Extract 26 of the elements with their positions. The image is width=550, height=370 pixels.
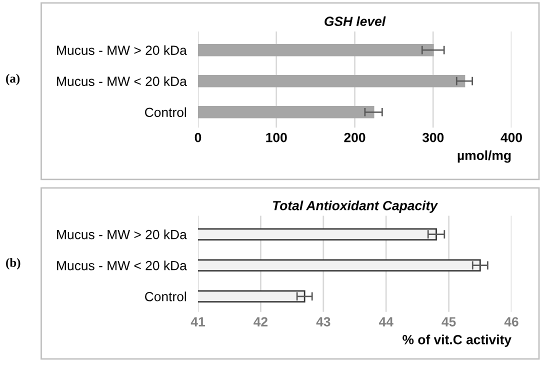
x-tick-label: 45 — [442, 317, 456, 326]
x-tick-label: 41 — [190, 317, 205, 326]
x-axis-title: % of vit.C activity — [402, 334, 512, 347]
text: (b) — [6, 258, 20, 270]
bar — [198, 74, 466, 88]
x-tick-label: 44 — [378, 317, 394, 326]
bar — [198, 106, 374, 118]
x-tick-label: 300 — [422, 132, 444, 142]
y-tick-label: Control — [145, 292, 186, 302]
x-tick-label: 43 — [316, 317, 330, 326]
y-tick-label: Control — [145, 107, 186, 118]
x-tick-label: 400 — [500, 132, 522, 142]
chart-title: GSH level — [324, 16, 386, 26]
x-axis-title: µmol/mg — [458, 150, 511, 163]
y-tick-label: Mucus - MW < 20 kDa — [57, 260, 187, 270]
x-tick-label: 100 — [266, 132, 287, 142]
y-tick-label: Mucus - MW > 20 kDa — [57, 230, 187, 240]
x-tick-label: 200 — [344, 132, 366, 142]
bar — [198, 44, 434, 56]
x-tick-label: 46 — [504, 317, 518, 326]
x-tick-label: 42 — [254, 317, 268, 326]
y-tick-label: Mucus - MW > 20 kDa — [57, 45, 187, 55]
chart-title: Total Antioxidant Capacity — [272, 200, 438, 213]
text: (a) — [6, 74, 20, 86]
y-tick-label: Mucus - MW < 20 kDa — [57, 76, 187, 86]
x-tick-label: 0 — [194, 132, 202, 142]
